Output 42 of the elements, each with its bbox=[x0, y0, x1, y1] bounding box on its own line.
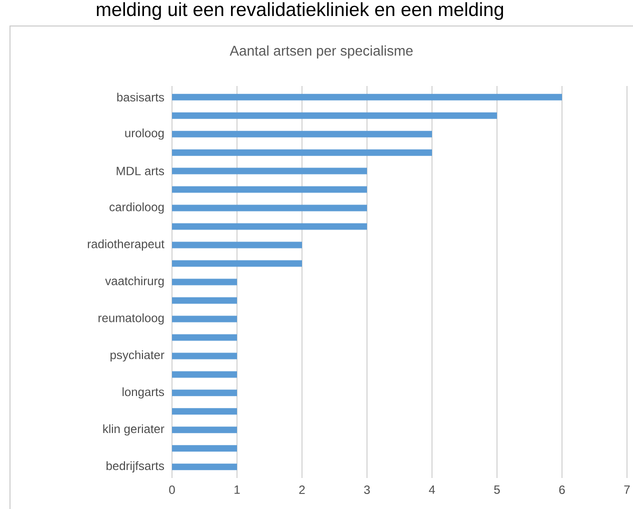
chart-title: Aantal artsen per specialisme bbox=[230, 45, 413, 58]
bar bbox=[172, 445, 238, 452]
bar bbox=[172, 464, 238, 470]
bar bbox=[172, 223, 367, 230]
bar bbox=[172, 334, 238, 341]
y-tick-label: basisarts bbox=[117, 92, 164, 102]
bar bbox=[172, 408, 238, 415]
bar bbox=[172, 204, 367, 212]
bar bbox=[172, 426, 238, 434]
bar bbox=[172, 112, 497, 119]
bar bbox=[172, 390, 238, 396]
y-tick-label: radiotherapeut bbox=[88, 239, 164, 251]
y-tick-label: psychiater bbox=[110, 350, 164, 362]
y-tick-label: reumatoloog bbox=[98, 313, 164, 325]
bar bbox=[172, 297, 238, 304]
text: melding uit een revalidatiekliniek en een melding bbox=[96, 2, 504, 20]
bar bbox=[172, 242, 302, 248]
x-tick-label: 3 bbox=[364, 486, 370, 494]
bar bbox=[172, 260, 302, 267]
y-tick-label: bedrijfsarts bbox=[106, 461, 164, 472]
bar bbox=[172, 278, 238, 286]
y-tick-label: cardioloog bbox=[110, 202, 164, 214]
bar bbox=[172, 371, 238, 378]
y-tick-label: vaatchirurg bbox=[105, 276, 164, 288]
bar bbox=[172, 168, 367, 174]
bar bbox=[172, 316, 238, 322]
bar bbox=[172, 186, 367, 193]
x-tick-label: 6 bbox=[559, 486, 565, 494]
x-tick-label: 7 bbox=[624, 486, 630, 494]
bar bbox=[172, 94, 562, 100]
y-tick-label: uroloog bbox=[125, 128, 164, 140]
x-tick-label: 2 bbox=[299, 486, 305, 494]
y-tick-label: klin geriater bbox=[103, 424, 164, 436]
y-tick-label: longarts bbox=[122, 387, 164, 399]
x-tick-label: 1 bbox=[234, 486, 240, 494]
bar bbox=[172, 130, 432, 138]
x-tick-label: 0 bbox=[169, 486, 175, 494]
x-tick-label: 5 bbox=[494, 486, 500, 494]
y-tick-label: MDL arts bbox=[116, 166, 164, 176]
x-tick-label: 4 bbox=[428, 486, 435, 494]
bar bbox=[172, 352, 238, 360]
bar bbox=[172, 149, 432, 156]
